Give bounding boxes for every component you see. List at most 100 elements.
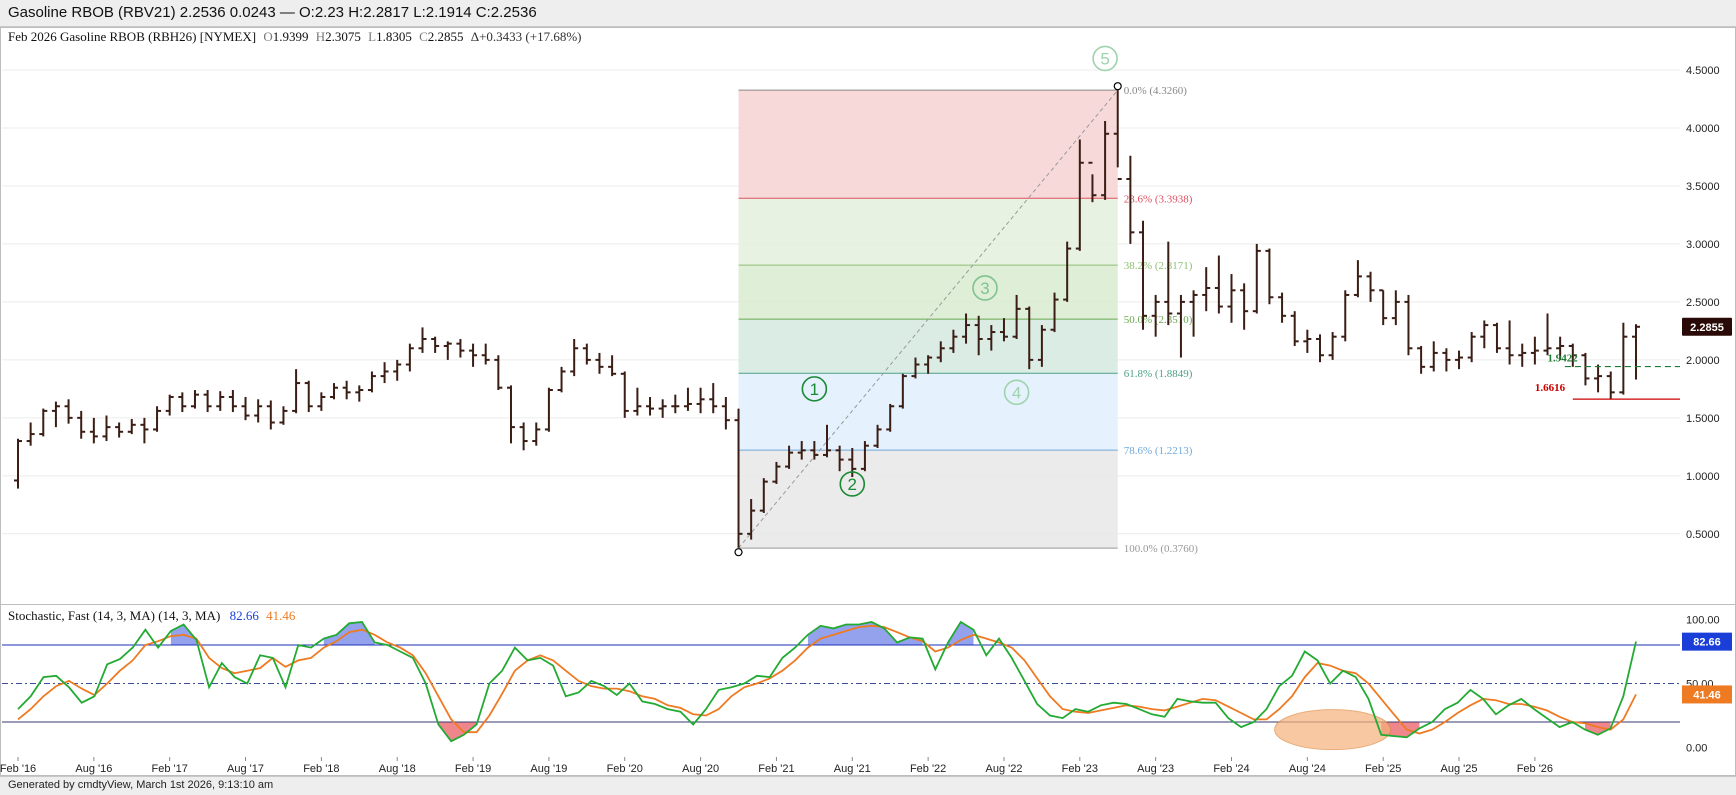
- ohlc-bar: [747, 499, 756, 540]
- ohlc-bar: [873, 424, 882, 449]
- ohlc-bar: [1606, 371, 1615, 400]
- support-label: 1.6616: [1535, 382, 1566, 394]
- stochastic-tick-label: 100.00: [1686, 614, 1720, 626]
- ohlc-bar: [405, 343, 414, 372]
- time-tick-label: Feb '25: [1365, 763, 1401, 775]
- fib-zone: [738, 265, 1118, 320]
- ohlc-bar: [1151, 294, 1160, 337]
- ohlc-bar: [1353, 260, 1362, 298]
- ohlc-bar: [1442, 348, 1451, 372]
- fib-trend-line: [738, 89, 1119, 549]
- footer-text: Generated by cmdtyView, March 1st 2026, …: [8, 779, 274, 791]
- ohlc-bar: [759, 478, 768, 513]
- fib-level-label: 23.6% (3.3938): [1124, 193, 1193, 205]
- fib-zone: [738, 90, 1118, 199]
- time-tick-label: Feb '19: [455, 763, 491, 775]
- ohlc-bar: [153, 406, 162, 432]
- ohlc-bar: [1632, 324, 1640, 380]
- ohlc-bar: [671, 394, 680, 414]
- ohlc-bar: [330, 383, 339, 400]
- ohlc-bar: [190, 390, 199, 409]
- price-tick-label: 0.5000: [1686, 529, 1720, 541]
- ohlc-bar: [178, 392, 187, 413]
- chart-svg[interactable]: 0.0% (4.3260) 23.6% (3.3938) 38.2% (2.8171…: [0, 27, 1736, 776]
- ohlc-bar: [1328, 332, 1337, 360]
- stochastic-k-tag-label: 82.66: [1693, 637, 1721, 649]
- ohlc-bar: [1303, 329, 1312, 353]
- ohlc-bar: [886, 403, 895, 432]
- ohlc-bar: [494, 355, 503, 391]
- ohlc-bar: [974, 315, 983, 356]
- time-tick-label: Feb '16: [0, 763, 36, 775]
- ohlc-bar: [1189, 290, 1198, 337]
- price-tick-label: 2.0000: [1686, 355, 1720, 367]
- price-annotations: 1 2 3 4 5 1.9422 1.6616: [801, 45, 1680, 497]
- ohlc-bar: [1581, 352, 1590, 386]
- ohlc-bar: [1391, 290, 1400, 326]
- ohlc-bar: [1568, 343, 1577, 367]
- ohlc-bar: [317, 392, 326, 411]
- price-tick-label: 1.0000: [1686, 471, 1720, 483]
- ohlc-bar: [355, 385, 364, 402]
- stochastic-d-tag-label: 41.46: [1693, 689, 1721, 701]
- elliott-wave-label: 5: [1100, 49, 1109, 68]
- ohlc-bar: [431, 336, 440, 353]
- elliott-wave-marker: [1003, 379, 1030, 406]
- ohlc-bar: [1467, 332, 1476, 363]
- ohlc-bar: [1315, 334, 1324, 363]
- ohlc-bar: [1037, 325, 1046, 367]
- ohlc-bar: [1278, 292, 1287, 323]
- ohlc-bar: [1202, 267, 1211, 312]
- ohlc-bar: [1012, 294, 1021, 340]
- ohlc-bar: [51, 401, 60, 428]
- stochastic-k-line: [17, 620, 1637, 743]
- ohlc-bar: [1429, 341, 1438, 372]
- price-tick-label: 4.5000: [1686, 65, 1720, 77]
- ohlc-bar: [1050, 292, 1059, 333]
- last-price-label: 2.2855: [1690, 322, 1724, 334]
- ohlc-bar: [115, 422, 124, 438]
- ohlc-bar: [89, 417, 98, 444]
- ohlc-bar: [1265, 248, 1274, 305]
- ohlc-bar: [924, 355, 933, 374]
- ohlc-bar: [380, 362, 389, 384]
- ohlc-bar: [1113, 90, 1122, 180]
- ohlc-bar: [608, 355, 617, 377]
- fib-zone: [738, 450, 1118, 549]
- ohlc-bar: [443, 341, 452, 360]
- elliott-wave-marker: [839, 471, 866, 497]
- ohlc-bar: [1492, 322, 1501, 353]
- elliott-wave-label: 1: [810, 380, 819, 399]
- ohlc-bar: [620, 371, 629, 418]
- ohlc-bar: [203, 390, 212, 413]
- ohlc-bar: [797, 441, 806, 460]
- ohlc-bar: [582, 343, 591, 365]
- ohlc-bar: [1404, 294, 1413, 356]
- resistance-label: 1.9422: [1548, 353, 1579, 365]
- ohlc-bar: [506, 385, 515, 444]
- time-tick-label: Aug '22: [985, 763, 1022, 775]
- overbought-fill: [323, 621, 375, 646]
- ohlc-bar: [785, 445, 794, 469]
- oversold-fill: [1381, 721, 1420, 738]
- time-tick-label: Aug '16: [75, 763, 112, 775]
- fib-zone: [738, 373, 1118, 451]
- ohlc-bar: [544, 387, 553, 432]
- ohlc-bar: [469, 343, 478, 367]
- time-tick-label: Aug '24: [1289, 763, 1326, 775]
- ohlc-bar: [683, 387, 692, 411]
- fib-anchor-high: [1113, 82, 1122, 91]
- stochastic-title: Stochastic, Fast (14, 3, MA) (14, 3, MA)…: [8, 608, 296, 623]
- stochastic-d-tag: [1682, 685, 1732, 704]
- ohlc-bar: [393, 359, 402, 381]
- ohlc-bar: [772, 461, 781, 484]
- ohlc-bar: [823, 424, 831, 458]
- ohlc-bar: [734, 408, 743, 548]
- ohlc-bar: [1214, 255, 1223, 314]
- ohlc-bar: [949, 329, 958, 353]
- fib-anchor-low: [734, 548, 743, 557]
- ohlc-bar: [1164, 241, 1173, 326]
- fib-level-label: 78.6% (1.2213): [1124, 445, 1193, 457]
- time-tick-label: Feb '17: [152, 763, 188, 775]
- ohlc-bar: [102, 415, 111, 442]
